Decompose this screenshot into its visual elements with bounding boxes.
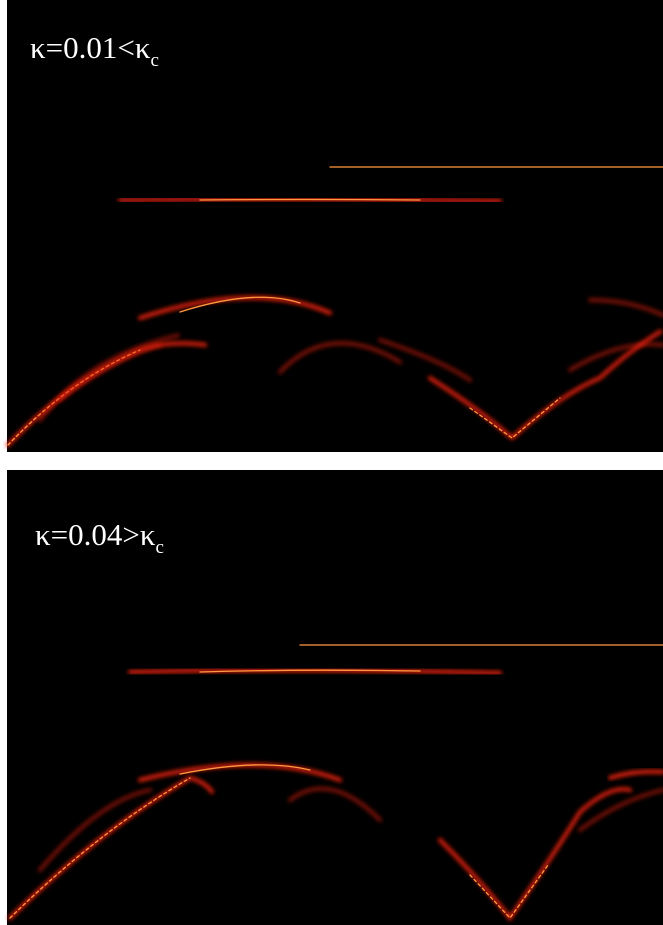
spectrum: [8, 643, 663, 922]
label-subscript: c: [155, 537, 163, 558]
label-text: κ=0.04>κ: [35, 517, 156, 552]
label-text: κ=0.01<κ: [30, 30, 151, 65]
panel-label: κ=0.04>κc: [35, 517, 164, 558]
panel-background: [7, 470, 663, 925]
label-subscript: c: [150, 50, 158, 71]
spectrum: [6, 164, 663, 447]
panel-background: [7, 0, 663, 452]
panel-label: κ=0.01<κc: [30, 30, 159, 71]
panel-bottom: κ=0.04>κc: [7, 470, 663, 925]
panel-top: κ=0.01<κc: [6, 0, 663, 452]
